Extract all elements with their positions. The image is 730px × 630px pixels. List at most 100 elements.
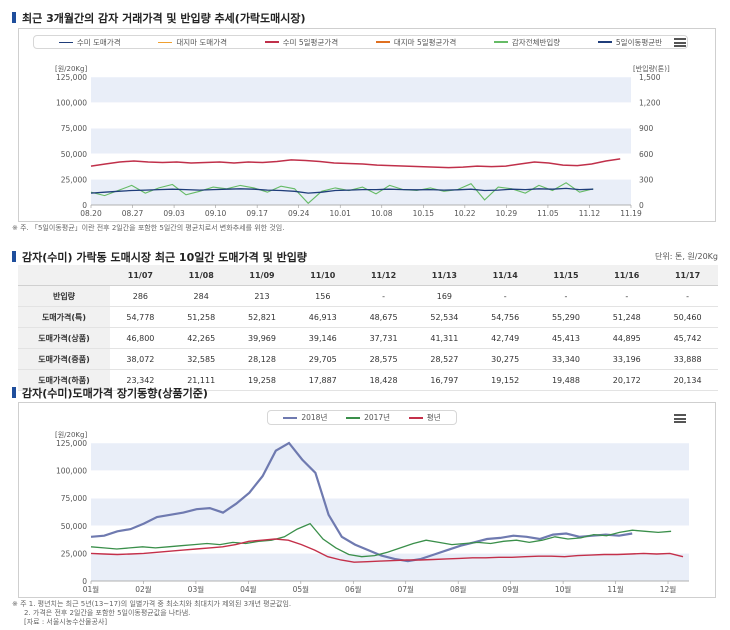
table-cell: 51,258	[170, 306, 232, 328]
x-tick-label: 07월	[398, 584, 415, 594]
title-marker	[12, 387, 16, 398]
table-cell: 50,460	[657, 306, 718, 328]
legend-swatch-supply	[493, 41, 508, 43]
chart1-menu-icon[interactable]	[674, 38, 686, 47]
column-header: 11/13	[413, 265, 475, 286]
table-cell: 17,887	[292, 369, 354, 391]
section1-title: 최근 3개월간의 감자 거래가격 및 반입량 추세(가락도매시장)	[12, 10, 306, 26]
y-tick-label: 125,000	[56, 73, 87, 82]
legend-item-2017[interactable]: 2017년	[346, 412, 390, 423]
table-cell: 19,258	[231, 369, 293, 391]
x-tick-label: 09.10	[205, 209, 227, 218]
table-cell: 46,913	[292, 306, 354, 328]
row-label: 도매가격(상품)	[18, 327, 110, 349]
table-cell: 284	[170, 285, 232, 307]
table-cell: 28,575	[353, 348, 414, 370]
legend-item-supply-ma[interactable]: 5일이동평균반	[597, 37, 662, 48]
x-tick-label: 08.20	[80, 209, 102, 218]
x-tick-label: 03월	[188, 584, 205, 594]
y-tick-label: 25,000	[61, 175, 87, 184]
section2-title: 감자(수미) 가락동 도매시장 최근 10일간 도매가격 및 반입량	[12, 249, 307, 265]
table-cell: 213	[231, 285, 293, 307]
table-cell: 45,742	[657, 327, 718, 349]
legend-swatch-suimi-ma	[264, 41, 279, 43]
x-tick-label: 11.05	[537, 209, 559, 218]
x-tick-label: 08.27	[122, 209, 144, 218]
table-cell: 28,128	[231, 348, 293, 370]
series-line-2	[90, 182, 594, 205]
title-marker	[12, 12, 16, 23]
plot-band	[91, 498, 689, 526]
series-line-1	[90, 158, 621, 169]
table-cell: 54,756	[474, 306, 536, 328]
table-cell: 41,311	[413, 327, 475, 349]
y2-tick-label: 900	[639, 124, 654, 133]
table-cell: 46,800	[110, 327, 171, 349]
x-tick-label: 12월	[660, 584, 677, 594]
legend-item-daeji-ma[interactable]: 대지마 5일평균가격	[375, 37, 456, 48]
x-tick-label: 11.12	[579, 209, 601, 218]
table-body: 반입량 286 284 213 156-169- - - - 도매가격(특) 54,778 51,2…	[18, 285, 718, 391]
x-tick-label: 10.22	[454, 209, 476, 218]
title-marker	[12, 251, 16, 262]
section3-note-2: 2. 가격은 전후 2일간을 포함한 5일이동평균값을 나타냄.	[24, 609, 191, 617]
table-cell: 169	[413, 285, 475, 307]
x-tick-label: 01월	[83, 584, 100, 594]
table-cell: 28,527	[413, 348, 475, 370]
table-cell: 20,172	[596, 369, 658, 391]
table-cell: 18,428	[353, 369, 414, 391]
table-cell: 38,072	[110, 348, 171, 370]
x-tick-label: 10.08	[371, 209, 393, 218]
chart3-legend: 2018년 2017년 평년	[267, 410, 457, 425]
legend-item-normal[interactable]: 평년	[408, 412, 441, 423]
table-cell: 52,534	[413, 306, 475, 328]
column-header: 11/10	[292, 265, 354, 286]
x-tick-label: 09월	[502, 584, 519, 594]
section3-note-1: ※ 주 1. 평년치는 최근 5년(13~17)의 일별가격 중 최소치와 최대…	[12, 600, 292, 608]
table-cell: -	[474, 285, 536, 307]
legend-item-suimi[interactable]: 수미 도매가격	[58, 37, 121, 48]
y2-tick-label: 0	[639, 201, 644, 210]
table-cell: 29,705	[292, 348, 354, 370]
table-cell: 48,675	[353, 306, 414, 328]
x-tick-label: 09.17	[246, 209, 268, 218]
legend-item-supply[interactable]: 감자전체반입량	[493, 37, 560, 48]
table-cell: 23,342	[110, 369, 171, 391]
table-row: 도매가격(특) 54,778 51,258 52,821 46,913 48,675 52,…	[18, 306, 718, 328]
x-tick-label: 09.03	[163, 209, 185, 218]
table-cell: 30,275	[474, 348, 536, 370]
table-header-row: 11/07 11/08 11/09 11/10 11/12 11/13 11/1…	[18, 265, 718, 286]
x-tick-label: 10.15	[413, 209, 435, 218]
y-tick-label: 75,000	[61, 124, 87, 133]
legend-swatch-supply-ma	[597, 41, 612, 43]
table-cell: 51,248	[596, 306, 658, 328]
table-cell: 286	[110, 285, 171, 307]
y-tick-label: 100,000	[56, 99, 87, 108]
chart3-frame: 2018년 2017년 평년 0 25,000 50,000 75,000 100,00…	[18, 402, 716, 598]
table-cell: 33,196	[596, 348, 658, 370]
series-line-2	[90, 522, 672, 558]
legend-item-2018[interactable]: 2018년	[283, 412, 327, 423]
x-tick-label: 11월	[607, 584, 624, 594]
table-cell: 16,797	[413, 369, 475, 391]
table-cell: 19,152	[474, 369, 536, 391]
y-tick-label: 0	[82, 577, 87, 586]
section3-note-3: [자료 : 서울시농수산물공사]	[24, 618, 108, 626]
y2-axis-label: [반입량(톤)]	[633, 64, 670, 73]
x-tick-label: 02월	[135, 584, 152, 594]
table-cell: 20,134	[657, 369, 718, 391]
legend-item-suimi-ma[interactable]: 수미 5일평균가격	[264, 37, 338, 48]
series-line-3	[90, 187, 594, 194]
table-cell: 42,749	[474, 327, 536, 349]
legend-item-daeji[interactable]: 대지마 도매가격	[158, 37, 227, 48]
y2-tick-label: 300	[639, 175, 654, 184]
y-tick-label: 125,000	[56, 439, 87, 448]
table-cell: 39,146	[292, 327, 354, 349]
chart1-plot: 0 25,000 50,000 75,000 100,000 125,000[원/20Kg…	[55, 64, 670, 218]
table-cell: 39,969	[231, 327, 293, 349]
row-label: 도매가격(중품)	[18, 348, 110, 370]
chart1-frame: 수미 도매가격 대지마 도매가격 수미 5일평균가격 대지마 5일평균가격 감자…	[18, 28, 716, 222]
x-tick-label: 06월	[345, 584, 362, 594]
table-cell: -	[657, 285, 718, 307]
chart3-menu-icon[interactable]	[674, 414, 686, 423]
